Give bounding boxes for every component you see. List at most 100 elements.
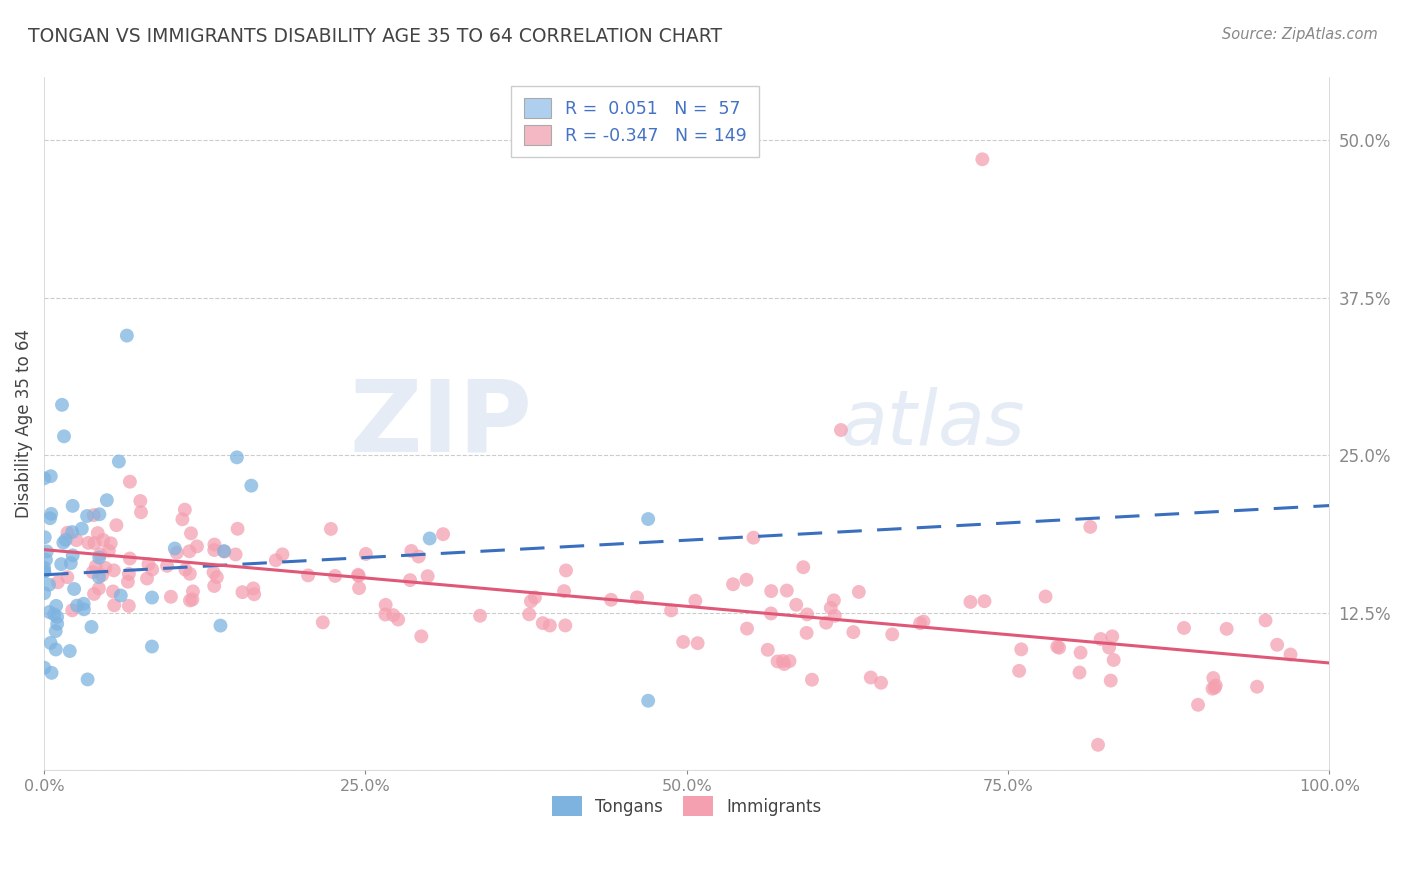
Point	[1202, 671, 1225, 685]
Point	[73, 602, 96, 616]
Point	[374, 598, 396, 612]
Point	[735, 622, 758, 636]
Point	[65, 533, 87, 548]
Point	[35, 544, 58, 558]
Point	[214, 544, 236, 558]
Point	[432, 527, 454, 541]
Point	[374, 607, 396, 622]
Text: ZIP: ZIP	[350, 376, 533, 472]
Point	[1008, 664, 1031, 678]
Point	[323, 569, 346, 583]
Point	[1046, 640, 1069, 654]
Point	[1204, 681, 1226, 695]
Point	[347, 569, 370, 583]
Point	[35, 552, 58, 566]
Point	[626, 591, 648, 605]
Point	[136, 572, 159, 586]
Point	[387, 613, 409, 627]
Point	[87, 570, 110, 584]
Point	[553, 584, 575, 599]
Point	[1187, 698, 1209, 712]
Point	[91, 568, 114, 582]
Point	[181, 584, 204, 599]
Point	[912, 615, 935, 629]
Point	[761, 584, 783, 599]
Point	[56, 525, 79, 540]
Point	[96, 493, 118, 508]
Y-axis label: Disability Age 35 to 64: Disability Age 35 to 64	[15, 329, 32, 518]
Point	[212, 544, 235, 558]
Point	[468, 608, 491, 623]
Point	[600, 592, 623, 607]
Point	[84, 559, 107, 574]
Point	[1047, 640, 1070, 655]
Point	[772, 654, 794, 668]
Point	[773, 657, 796, 671]
Point	[138, 557, 160, 571]
Point	[859, 671, 882, 685]
Point	[297, 568, 319, 582]
Point	[1099, 673, 1122, 688]
Point	[141, 591, 163, 605]
Point	[70, 522, 93, 536]
Point	[97, 543, 120, 558]
Point	[51, 557, 73, 571]
Point	[1090, 632, 1112, 646]
Point	[555, 564, 578, 578]
Point	[118, 599, 141, 613]
Legend: Tongans, Immigrants: Tongans, Immigrants	[544, 788, 830, 824]
Point	[959, 595, 981, 609]
Point	[973, 594, 995, 608]
Point	[82, 565, 104, 579]
Point	[179, 544, 201, 558]
Point	[637, 694, 659, 708]
Point	[419, 532, 441, 546]
Point	[41, 665, 63, 680]
Point	[83, 508, 105, 523]
Point	[209, 618, 232, 632]
Text: TONGAN VS IMMIGRANTS DISABILITY AGE 35 TO 64 CORRELATION CHART: TONGAN VS IMMIGRANTS DISABILITY AGE 35 T…	[28, 27, 723, 45]
Point	[59, 556, 82, 570]
Text: Source: ZipAtlas.com: Source: ZipAtlas.com	[1222, 27, 1378, 42]
Point	[117, 574, 139, 589]
Point	[118, 475, 141, 489]
Point	[800, 673, 823, 687]
Point	[202, 579, 225, 593]
Point	[103, 599, 125, 613]
Point	[38, 605, 60, 619]
Point	[166, 546, 188, 560]
Point	[319, 522, 342, 536]
Point	[735, 573, 758, 587]
Point	[110, 589, 132, 603]
Point	[347, 581, 370, 595]
Point	[538, 618, 561, 632]
Point	[243, 587, 266, 601]
Point	[842, 625, 865, 640]
Point	[173, 502, 195, 516]
Point	[62, 549, 84, 563]
Point	[226, 522, 249, 536]
Point	[141, 640, 163, 654]
Point	[785, 598, 807, 612]
Point	[45, 624, 67, 638]
Point	[105, 518, 128, 533]
Point	[1087, 738, 1109, 752]
Point	[1069, 665, 1091, 680]
Point	[1070, 646, 1092, 660]
Point	[908, 616, 931, 631]
Point	[264, 553, 287, 567]
Point	[186, 540, 208, 554]
Point	[815, 615, 838, 630]
Point	[1101, 629, 1123, 643]
Point	[108, 454, 131, 468]
Point	[1098, 640, 1121, 655]
Point	[179, 593, 201, 607]
Point	[181, 592, 204, 607]
Point	[1078, 520, 1101, 534]
Point	[401, 544, 423, 558]
Point	[60, 524, 83, 539]
Point	[160, 590, 183, 604]
Point	[882, 627, 904, 641]
Point	[848, 585, 870, 599]
Point	[52, 535, 75, 549]
